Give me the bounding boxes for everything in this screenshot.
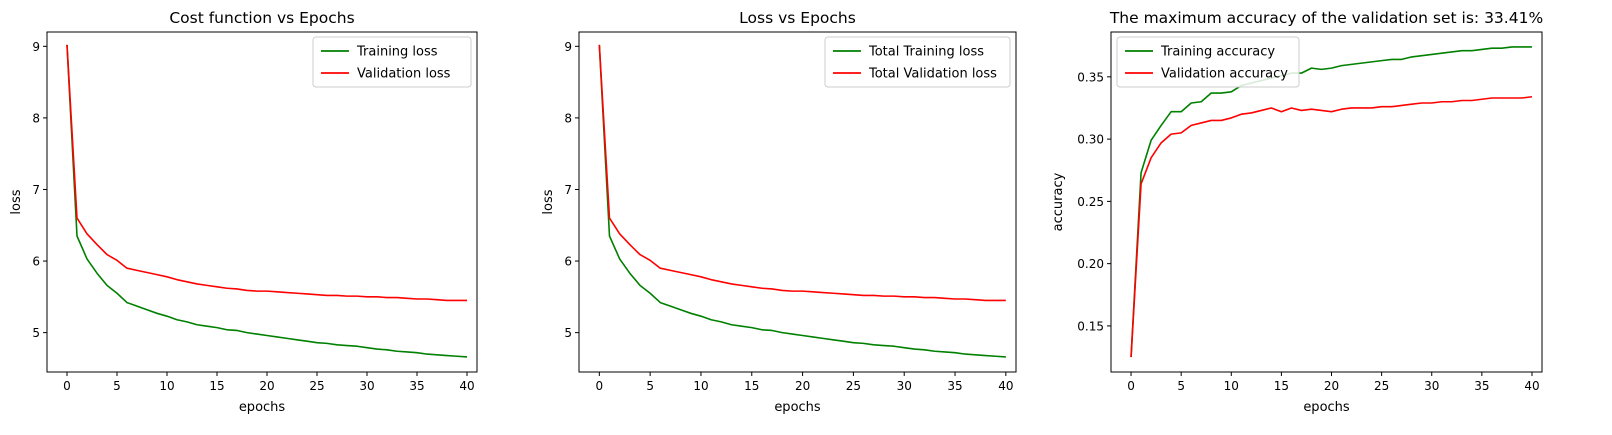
y-tick-label: 0.30	[1077, 133, 1104, 147]
x-tick-label: 0	[596, 379, 604, 393]
legend-label: Validation loss	[357, 67, 451, 82]
x-axis-label: epochs	[1303, 400, 1350, 415]
x-tick-label: 35	[1474, 379, 1489, 393]
x-tick-label: 20	[1324, 379, 1339, 393]
legend-box	[824, 36, 1011, 88]
y-tick-label: 0.25	[1077, 195, 1104, 209]
x-tick-label: 40	[459, 379, 474, 393]
legend-box	[1116, 36, 1300, 88]
legend: Total Training loss Total Validation loss	[824, 36, 1011, 88]
legend: Training loss Validation loss	[312, 36, 472, 88]
axes-frame	[578, 31, 1017, 373]
x-axis-label: epochs	[239, 400, 286, 415]
x-tick-label: 0	[1127, 379, 1135, 393]
x-tick-label: 10	[159, 379, 174, 393]
y-tick-label: 6	[32, 255, 40, 269]
x-tick-label: 25	[846, 379, 861, 393]
y-tick-label: 8	[32, 111, 40, 125]
x-tick-label: 20	[795, 379, 810, 393]
legend: Training accuracy Validation accuracy	[1116, 36, 1300, 88]
y-tick-label: 0.15	[1077, 319, 1104, 333]
chart-accuracy: 0 5 10 15 20 25 30 35 40 0.15 0.20 0.25 0.30 0.35 The …	[1051, 9, 1543, 415]
x-tick-label: 20	[259, 379, 274, 393]
series-line-1	[1130, 95, 1533, 358]
x-tick-label: 15	[209, 379, 224, 393]
y-tick-label: 9	[564, 40, 572, 54]
y-tick-label: 7	[32, 183, 40, 197]
y-tick-label: 0.20	[1077, 257, 1104, 271]
x-tick-label: 15	[744, 379, 759, 393]
y-tick-label: 0.35	[1077, 70, 1104, 84]
x-tick-label: 40	[998, 379, 1013, 393]
x-tick-label: 40	[1524, 379, 1539, 393]
legend-box	[312, 36, 472, 88]
y-tick-label: 7	[564, 183, 572, 197]
y-tick-label: 9	[32, 40, 40, 54]
x-tick-label: 10	[1224, 379, 1239, 393]
legend-label: Total Training loss	[868, 45, 984, 60]
series-line-1	[598, 44, 1006, 302]
chart-title: The maximum accuracy of the validation s…	[1109, 9, 1543, 27]
x-tick-label: 30	[359, 379, 374, 393]
x-tick-label: 0	[63, 379, 71, 393]
legend-label: Training loss	[356, 45, 438, 60]
series-line-0	[66, 44, 468, 358]
x-axis-label: epochs	[774, 400, 821, 415]
x-tick-label: 5	[1177, 379, 1185, 393]
chart-title: Cost function vs Epochs	[169, 9, 354, 27]
y-axis-label: accuracy	[1051, 172, 1066, 231]
y-tick-label: 8	[564, 111, 572, 125]
axes-frame	[46, 31, 478, 373]
chart-title: Loss vs Epochs	[739, 9, 856, 27]
y-tick-label: 5	[32, 326, 40, 340]
x-tick-label: 15	[1274, 379, 1289, 393]
legend-label: Total Validation loss	[868, 67, 997, 82]
x-tick-label: 30	[1424, 379, 1439, 393]
y-tick-label: 5	[564, 326, 572, 340]
y-axis-label: loss	[541, 189, 556, 214]
x-tick-label: 35	[947, 379, 962, 393]
x-tick-label: 5	[113, 379, 121, 393]
x-tick-label: 35	[409, 379, 424, 393]
y-axis-label: loss	[9, 189, 24, 214]
axes-frame	[1110, 31, 1543, 373]
x-tick-label: 10	[693, 379, 708, 393]
x-tick-label: 25	[309, 379, 324, 393]
series-line-1	[66, 44, 467, 302]
legend-label: Validation accuracy	[1161, 67, 1288, 82]
x-tick-label: 30	[897, 379, 912, 393]
chart-loss: 0 5 10 15 20 25 30 35 40 5 6 7 8 9 Loss vs Epochs epoch…	[541, 9, 1017, 415]
x-tick-label: 25	[1374, 379, 1389, 393]
chart-cost-function: 0 5 10 15 20 25 30 35 40 5 6 7 8 9 Cost function vs Ep…	[9, 9, 478, 415]
legend-label: Training accuracy	[1160, 45, 1275, 60]
y-tick-label: 6	[564, 255, 572, 269]
series-line-0	[598, 44, 1006, 358]
x-tick-label: 5	[646, 379, 654, 393]
series-line-0	[1130, 46, 1532, 358]
